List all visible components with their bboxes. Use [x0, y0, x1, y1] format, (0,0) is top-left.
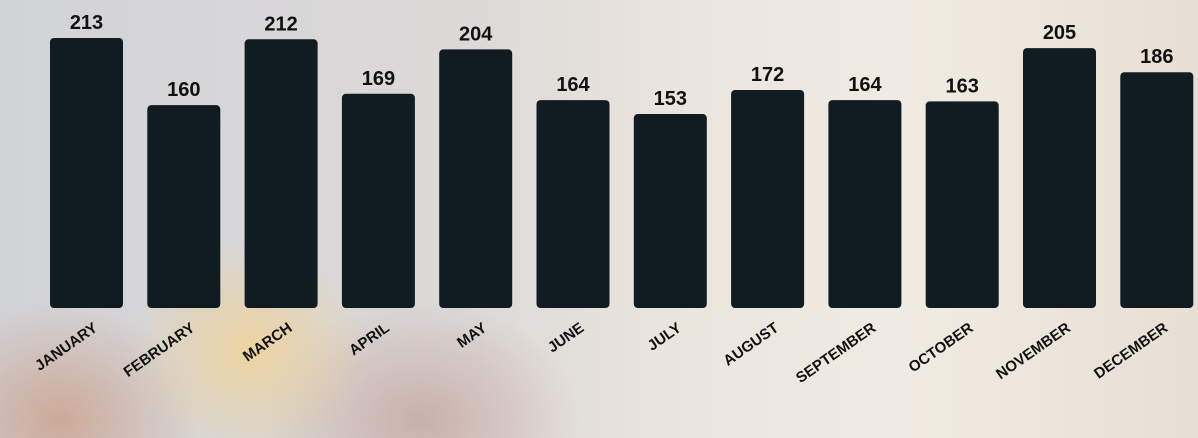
bar — [439, 49, 512, 308]
bar — [1120, 72, 1193, 308]
value-label: 213 — [70, 12, 103, 34]
x-tick-label: MAY — [454, 319, 490, 351]
x-tick-label: OCTOBER — [906, 319, 977, 376]
page: 213 JANUARY 160 FEBRUARY 212 MARCH 169 APRIL 204… — [0, 0, 1198, 438]
x-tick-label: NOVEMBER — [993, 319, 1074, 383]
x-tick-label: JULY — [645, 319, 685, 354]
value-label: 163 — [946, 75, 979, 97]
bar — [50, 38, 123, 308]
bar — [731, 90, 804, 308]
value-label: 164 — [556, 74, 590, 96]
value-label: 164 — [848, 74, 882, 96]
value-label: 172 — [751, 64, 784, 86]
value-label: 160 — [167, 79, 200, 101]
x-tick-label: JANUARY — [32, 319, 101, 374]
bar — [926, 101, 999, 308]
bar — [342, 94, 415, 308]
value-label: 186 — [1140, 46, 1173, 68]
value-label: 169 — [362, 68, 395, 90]
x-tick-label: APRIL — [346, 319, 393, 359]
x-tick-label: JUNE — [545, 319, 588, 356]
x-tick-label: MARCH — [240, 319, 295, 365]
value-label: 212 — [264, 13, 297, 35]
value-label: 204 — [459, 23, 493, 45]
x-tick-label: FEBRUARY — [121, 319, 199, 380]
x-tick-label: AUGUST — [720, 319, 782, 369]
bar — [1023, 48, 1096, 308]
bar — [245, 39, 318, 308]
bar — [634, 114, 707, 308]
bar — [147, 105, 220, 308]
x-tick-label: SEPTEMBER — [793, 319, 879, 387]
x-tick-label: DECEMBER — [1091, 319, 1171, 382]
bar — [828, 100, 901, 308]
bar — [537, 100, 610, 308]
value-label: 205 — [1043, 22, 1076, 44]
chart: 213 JANUARY 160 FEBRUARY 212 MARCH 169 APRIL 204… — [0, 0, 1198, 438]
value-label: 153 — [654, 88, 687, 110]
